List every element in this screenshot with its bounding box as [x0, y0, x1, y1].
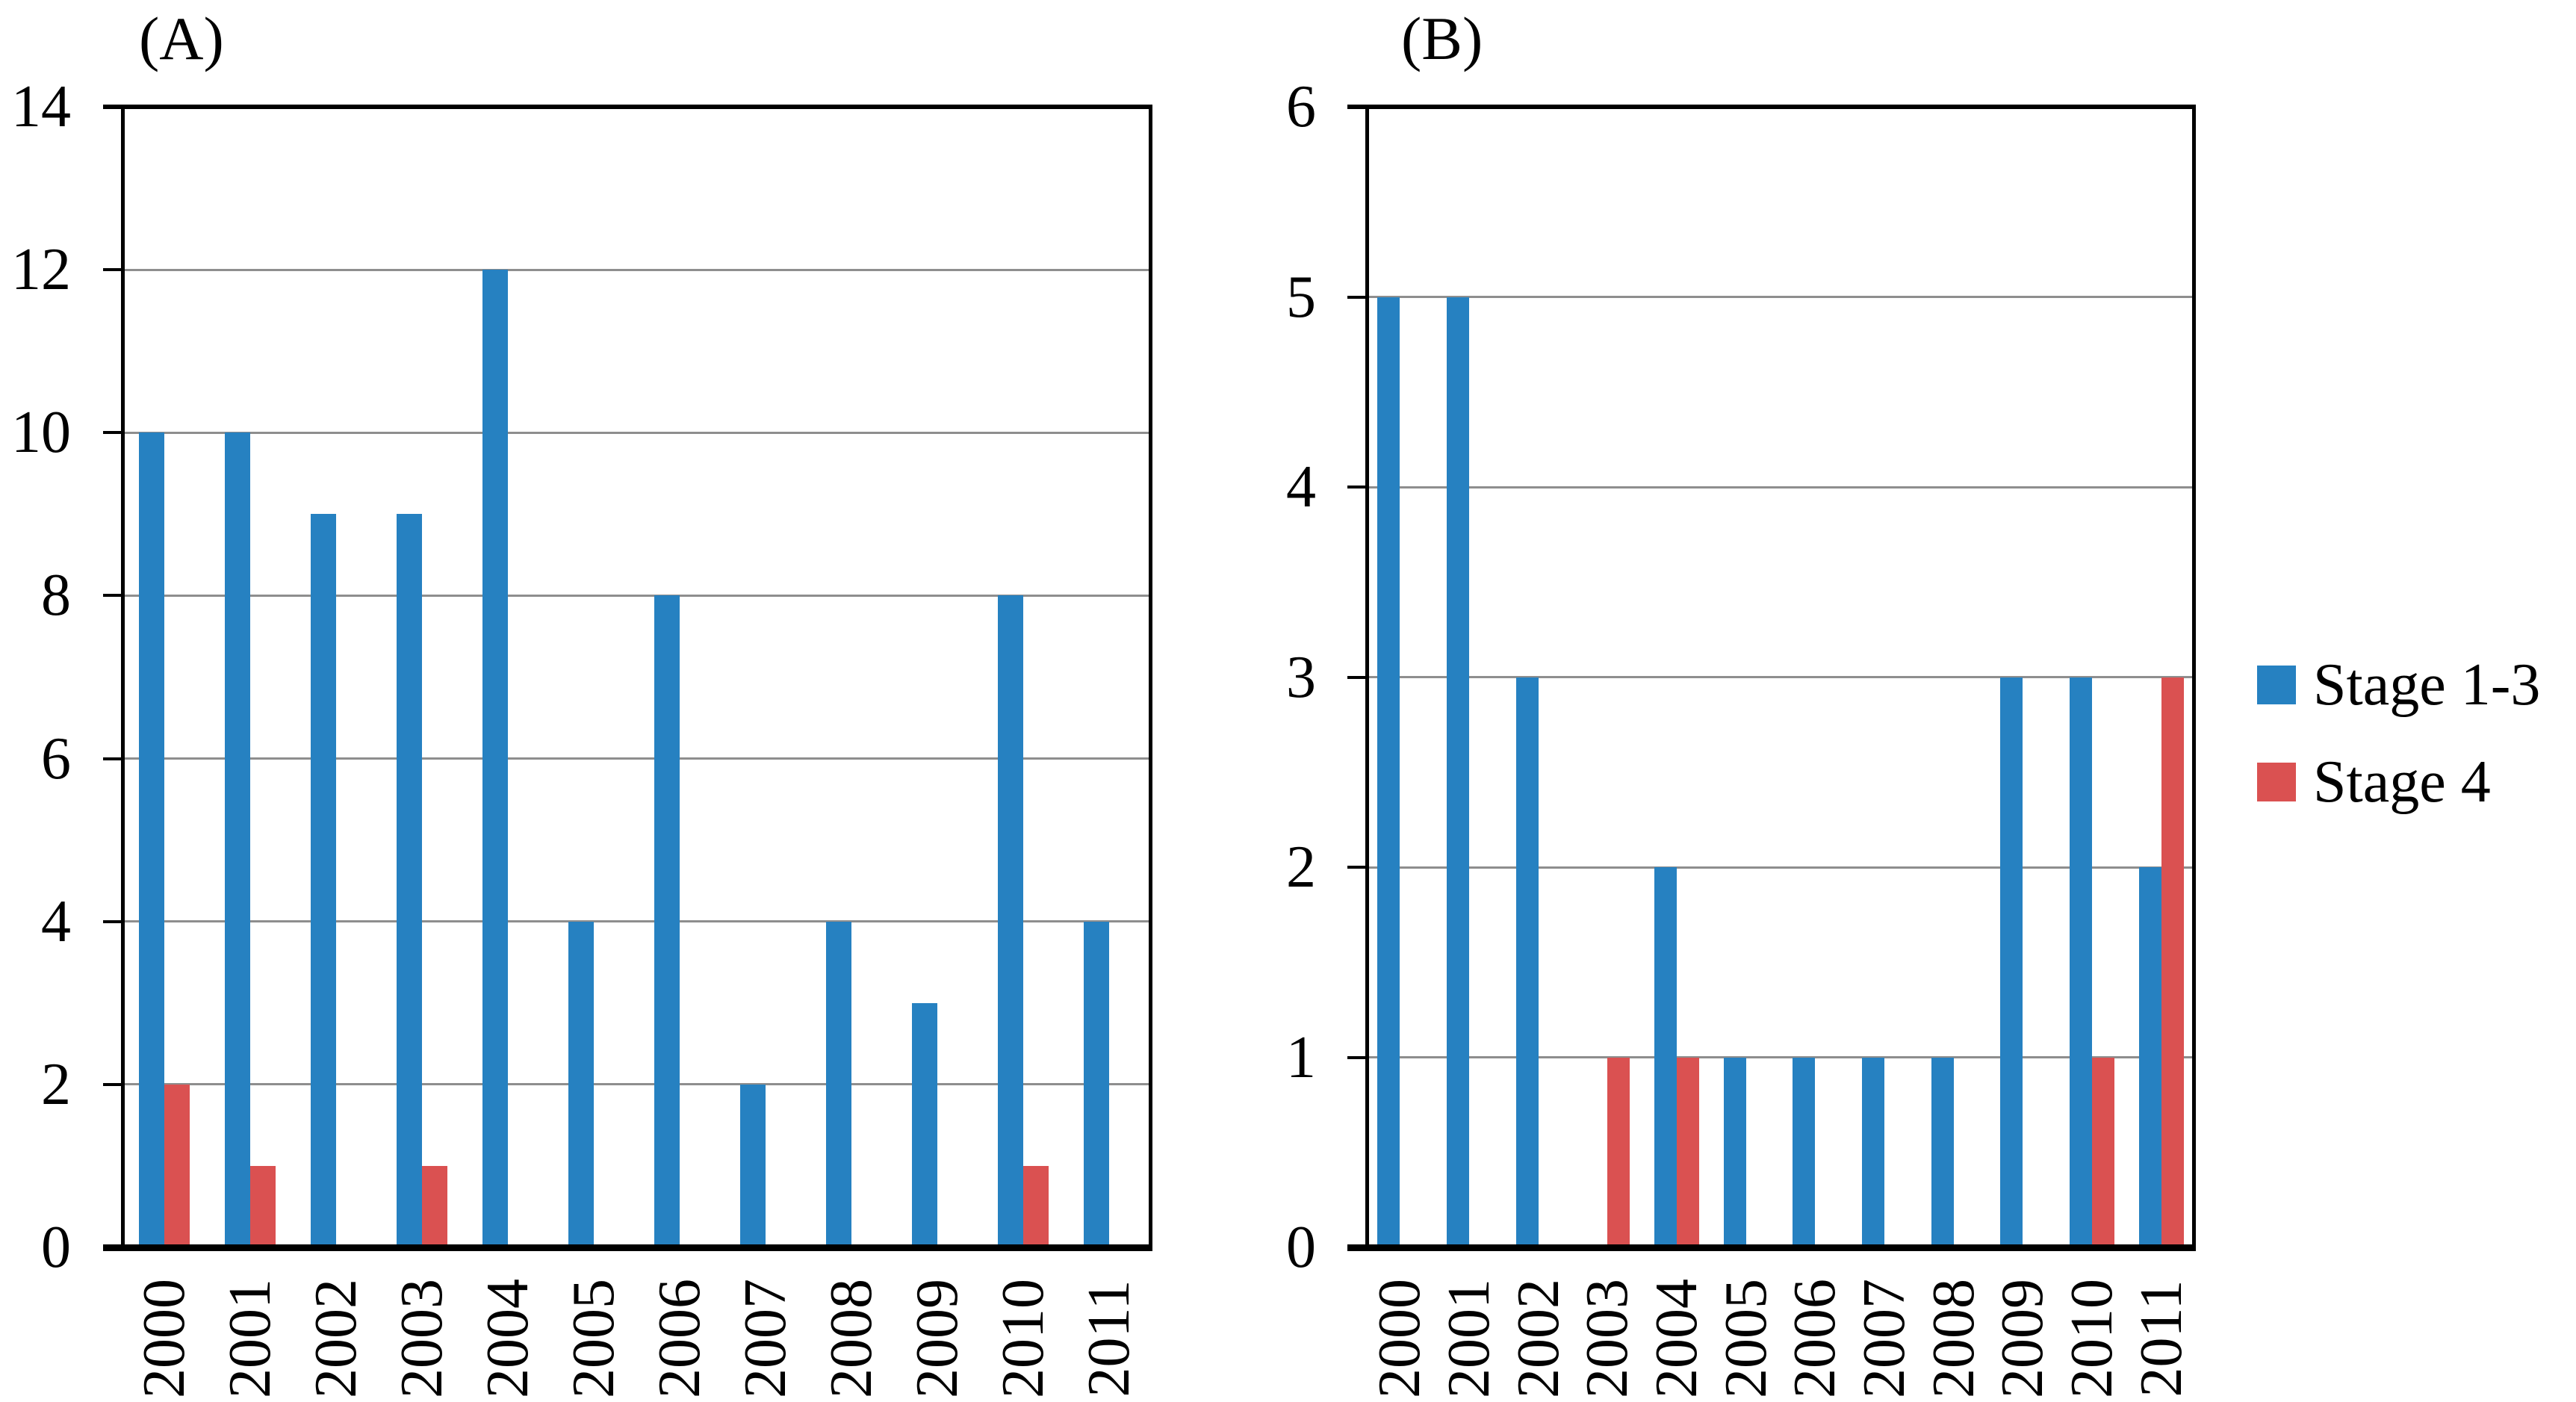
y-tick-10: [103, 431, 121, 435]
y-tick-4: [103, 919, 121, 923]
y-axis-line: [1365, 105, 1369, 1250]
bar-stage-1-3-2008: [826, 921, 852, 1247]
legend-item-stage-4: Stage 4: [2257, 750, 2491, 814]
legend-label-stage-4: Stage 4: [2313, 749, 2491, 815]
y-tick-label-10: 10: [11, 400, 71, 466]
x-tick-label-2011: 2011: [2128, 1280, 2194, 1398]
bar-stage-1-3-2000: [138, 432, 164, 1247]
bar-stage-1-3-2007: [740, 1084, 766, 1247]
bar-stage-1-3-2005: [1723, 1057, 1746, 1247]
bar-stage-4-2003: [421, 1165, 447, 1247]
y-tick-label-8: 8: [41, 562, 71, 629]
legend-item-stage-1-3: Stage 1-3: [2257, 653, 2540, 717]
bar-stage-1-3-2010: [998, 595, 1024, 1247]
bar-stage-1-3-2008: [1931, 1057, 1954, 1247]
x-tick-label-2010: 2010: [2059, 1279, 2125, 1398]
y-tick-label-4: 4: [1286, 454, 1316, 520]
legend-label-stage-1-3: Stage 1-3: [2313, 652, 2541, 718]
bar-stage-1-3-2002: [1515, 677, 1539, 1247]
y-tick-label-12: 12: [11, 237, 71, 303]
y-tick-2: [1347, 866, 1365, 869]
y-tick-label-4: 4: [41, 888, 71, 955]
bar-stage-1-3-2005: [568, 921, 594, 1247]
x-tick-label-2000: 2000: [1367, 1279, 1433, 1398]
gridline-12: [121, 268, 1152, 271]
bar-stage-1-3-2001: [1447, 297, 1469, 1247]
gridline-10: [121, 431, 1152, 434]
bar-stage-4-2011: [2161, 677, 2184, 1247]
x-tick-label-2007: 2007: [1852, 1279, 1917, 1398]
y-tick-label-2: 2: [41, 1051, 71, 1117]
x-tick-label-2009: 2009: [1990, 1279, 2056, 1398]
y-tick-label-3: 3: [1286, 644, 1316, 710]
y-tick-4: [1347, 486, 1365, 488]
bar-stage-4-2003: [1607, 1057, 1630, 1247]
y-tick-8: [103, 594, 121, 598]
gridline-6: [121, 757, 1152, 760]
x-tick-label-2006: 2006: [1782, 1279, 1849, 1398]
bar-stage-1-3-2011: [1084, 921, 1110, 1247]
bar-stage-4-2001: [249, 1165, 276, 1247]
y-tick-2: [103, 1082, 121, 1086]
bar-stage-4-2010: [2092, 1057, 2114, 1247]
bar-stage-1-3-2009: [912, 1002, 938, 1247]
bar-stage-1-3-2011: [2138, 867, 2161, 1247]
plot-border-right: [1149, 105, 1152, 1250]
legend-swatch-stage-1-3-icon: [2257, 666, 2296, 704]
y-tick-label-5: 5: [1286, 264, 1316, 330]
bar-stage-1-3-2007: [1862, 1057, 1884, 1247]
plot-border-right: [2192, 105, 2196, 1250]
bar-stage-1-3-2004: [482, 270, 508, 1247]
x-tick-label-2001: 2001: [1436, 1279, 1502, 1398]
gridline-5: [1365, 296, 2196, 298]
bar-stage-1-3-2000: [1377, 297, 1400, 1247]
panel-a-title: (A): [139, 4, 224, 72]
y-tick-label-1: 1: [1286, 1024, 1316, 1091]
y-tick-label-6: 6: [1286, 74, 1316, 140]
gridline-4: [121, 920, 1152, 923]
y-tick-label-6: 6: [41, 725, 71, 792]
y-tick-5: [1347, 295, 1365, 299]
panel-b-title: (B): [1401, 4, 1483, 72]
gridline-2: [121, 1083, 1152, 1086]
x-tick-label-2005: 2005: [1713, 1279, 1779, 1398]
bar-stage-4-2000: [164, 1084, 190, 1247]
x-tick-label-2008: 2008: [1920, 1279, 1987, 1398]
plot-border-top: [1347, 105, 2196, 109]
gridline-3: [1365, 676, 2196, 678]
y-tick-3: [1347, 675, 1365, 679]
y-tick-label-14: 14: [11, 74, 71, 140]
bar-stage-1-3-2006: [1793, 1057, 1816, 1247]
y-tick-12: [103, 268, 121, 272]
y-tick-label-0: 0: [41, 1215, 71, 1280]
y-tick-label-0: 0: [1286, 1215, 1316, 1280]
gridline-4: [1365, 486, 2196, 488]
bar-stage-4-2004: [1677, 1057, 1699, 1247]
bar-stage-1-3-2006: [654, 595, 680, 1247]
bar-stage-1-3-2009: [2000, 677, 2023, 1247]
bar-stage-4-2010: [1023, 1165, 1049, 1247]
x-tick-label-2002: 2002: [1505, 1279, 1571, 1398]
gridline-2: [1365, 866, 2196, 869]
x-axis-line: [103, 1244, 1152, 1251]
legend-swatch-stage-4-icon: [2257, 763, 2296, 801]
bar-stage-1-3-2001: [224, 432, 250, 1247]
gridline-8: [121, 594, 1152, 597]
bar-stage-1-3-2010: [2070, 677, 2092, 1247]
bar-stage-1-3-2004: [1654, 867, 1677, 1247]
y-tick-1: [1347, 1055, 1365, 1059]
x-tick-label-2003: 2003: [1574, 1279, 1641, 1398]
x-axis-line: [1347, 1244, 2196, 1251]
plot-border-top: [103, 105, 1152, 109]
y-tick-6: [103, 757, 121, 760]
y-tick-label-2: 2: [1286, 834, 1316, 900]
gridline-1: [1365, 1056, 2196, 1058]
y-axis-line: [121, 105, 125, 1250]
bar-stage-1-3-2002: [310, 514, 336, 1247]
x-tick-label-2004: 2004: [1644, 1279, 1710, 1398]
bar-stage-1-3-2003: [396, 514, 422, 1247]
